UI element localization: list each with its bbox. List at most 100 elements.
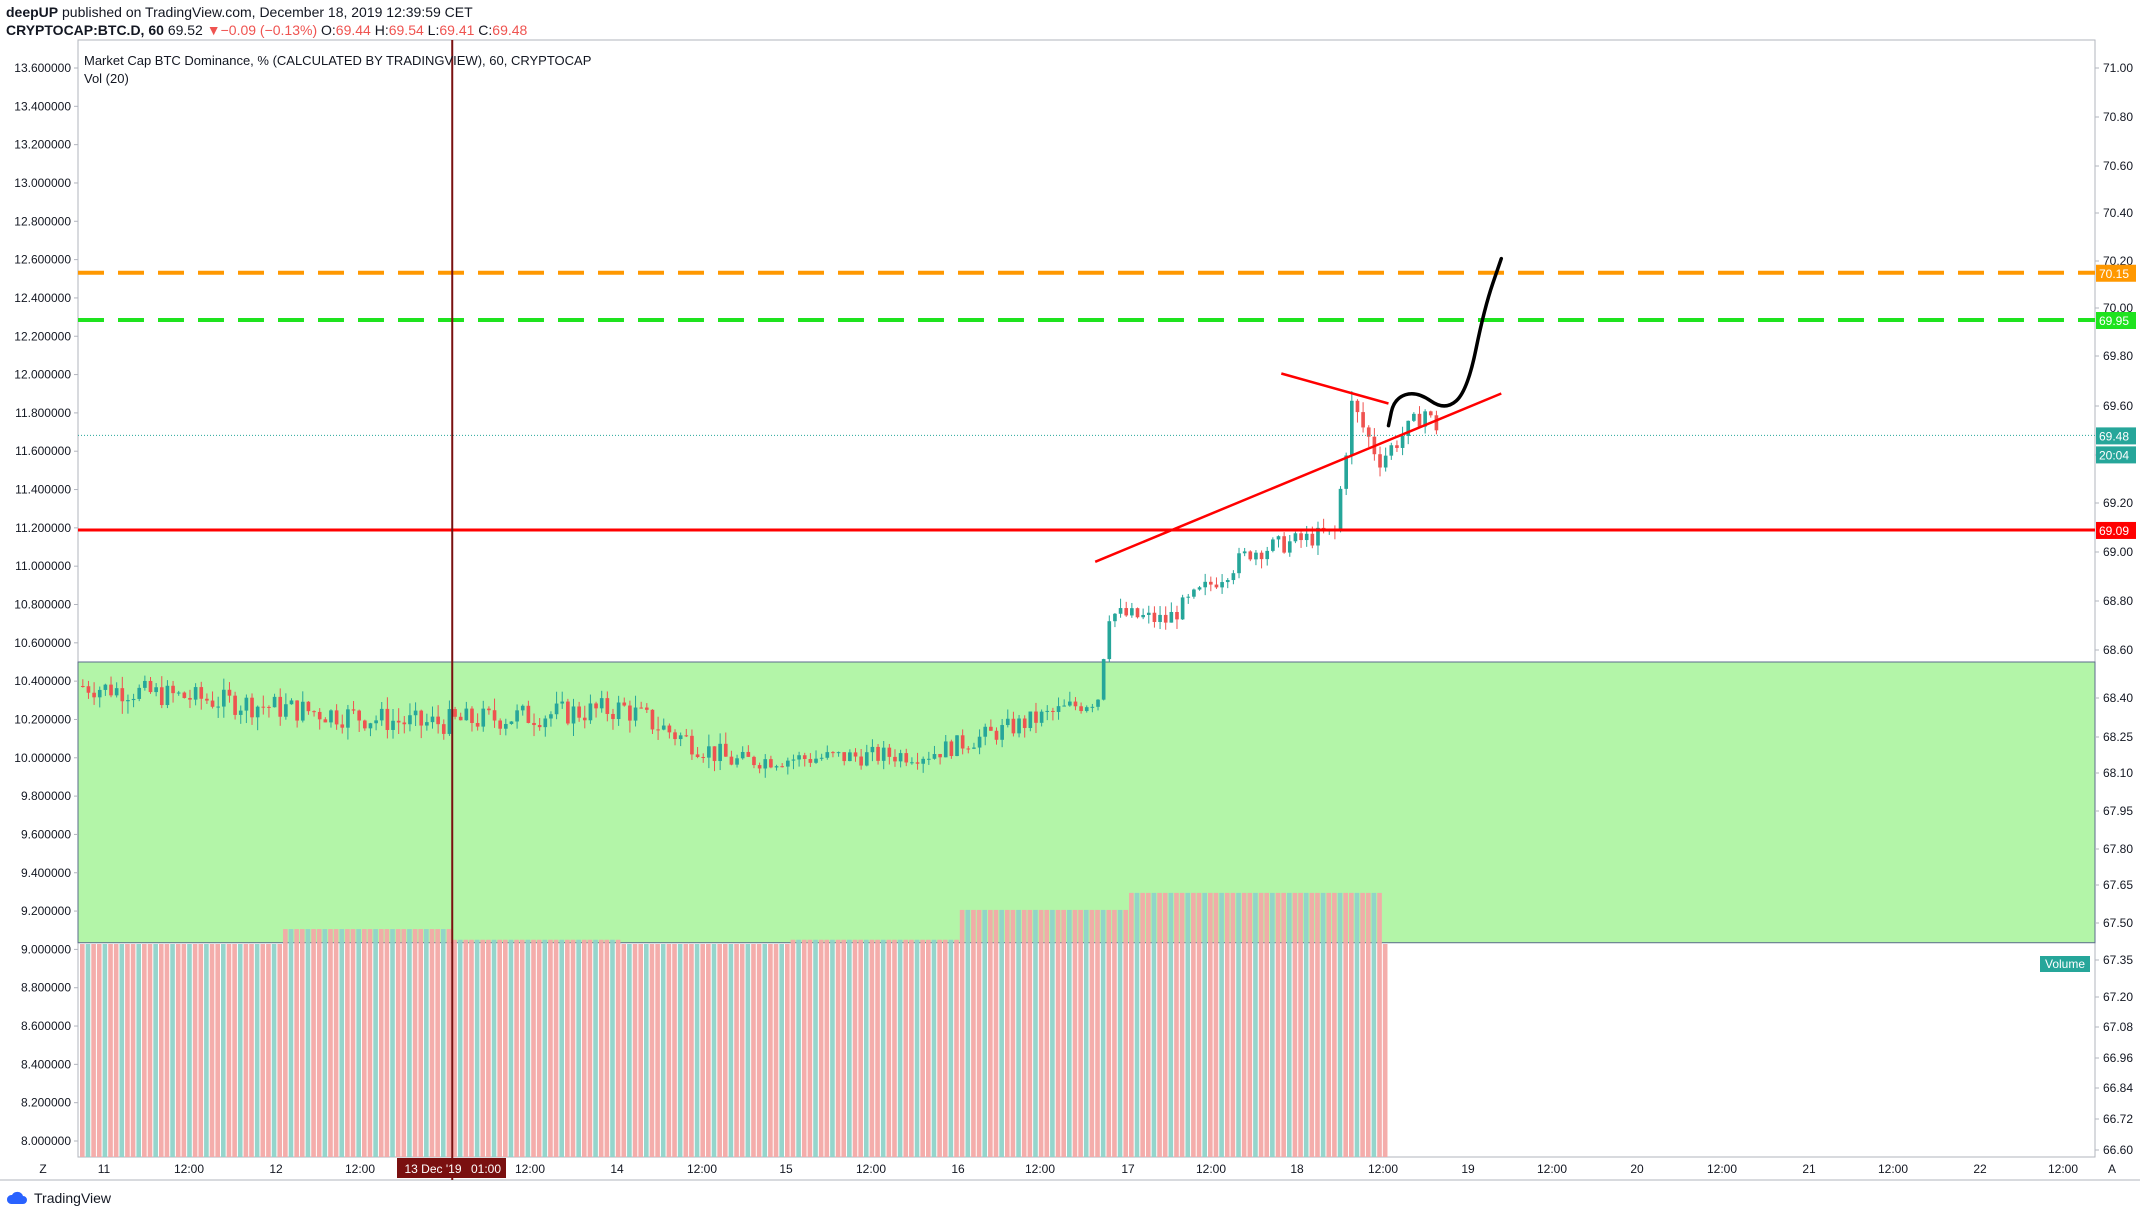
right-tick-label: 70.40 [2103,206,2133,220]
candle-body [1079,706,1083,712]
volume-bar [779,944,784,1157]
volume-bar [830,939,835,1157]
left-tick-label: 12.600000 [14,253,71,267]
candle-body [1310,533,1315,546]
legend-title[interactable]: Market Cap BTC Dominance, % (CALCULATED … [84,53,592,68]
volume-bar [113,944,119,1157]
candle-body [786,760,790,767]
time-tick-label: 18 [1290,1162,1304,1176]
candle-body [537,725,542,728]
open-value: 69.44 [335,22,371,38]
price-tag-label: 69.09 [2099,524,2129,538]
candle-body [312,711,316,713]
volume-bar [1145,892,1151,1157]
candle-body [690,735,694,755]
price-tag-green [2096,312,2136,329]
volume-bar [215,944,220,1157]
candle-body [1428,411,1433,416]
time-tick-label: 12:00 [1196,1162,1226,1176]
candle-body [853,752,858,757]
volume-bars [80,892,1388,1157]
right-tick-label: 70.80 [2103,110,2133,124]
candle-body [182,692,187,698]
candle-body [814,758,818,763]
candle-body [740,751,745,759]
right-tick-label: 66.72 [2103,1112,2133,1126]
high-value: 69.54 [388,22,424,38]
left-tick-label: 12.800000 [14,214,71,228]
candle-body [757,765,762,769]
volume-bar [813,939,818,1157]
volume-bar [1326,892,1332,1157]
candle-body [154,687,158,693]
volume-bar [395,929,401,1157]
volume-bar [378,929,384,1157]
volume-bar [452,939,457,1157]
candle-body [915,762,920,764]
left-tick-label: 10.600000 [14,636,71,650]
volume-bar [1286,892,1292,1157]
candle-body [983,726,988,737]
volume-bar [756,944,762,1157]
candle-body [1203,581,1207,588]
candle-body [791,759,796,761]
volume-bar [1208,892,1213,1157]
volume-bar [1292,892,1298,1157]
candle-body [1282,536,1286,553]
candle-body [1135,608,1140,618]
right-price-axis[interactable]: 71.00 70.80 70.60 70.40 70.20 70.00 69.80 69.60… [2095,61,2133,1157]
volume-bar [773,944,779,1157]
candle-body [120,688,125,702]
time-axis[interactable]: 11 12:00 12 12:00 13 Dec '19 01:00 12:00 14 12:0… [39,1158,2116,1178]
right-tick-label: 66.60 [2103,1143,2133,1157]
volume-bar [181,944,187,1157]
volume-bar [807,939,813,1157]
volume-bar [598,939,604,1157]
volume-bar [1337,892,1343,1157]
projection-curve [1386,256,1504,428]
legend-volume[interactable]: Vol (20) [84,71,129,86]
author-name[interactable]: deepUP [6,4,59,20]
volume-bar [497,939,502,1157]
volume-bar [689,944,694,1157]
volume-bar [1038,909,1044,1157]
volume-bar [345,929,350,1157]
candle-body [1220,582,1224,588]
tradingview-logo[interactable]: TradingView [6,1190,111,1206]
volume-bar [1162,892,1168,1157]
triangle-lower-line [1094,392,1502,563]
volume-bar [187,944,192,1157]
candle-body [114,688,119,696]
candle-body [137,687,142,699]
price-tag-timer [2096,446,2136,464]
time-tick-label: 12:00 [1025,1162,1055,1176]
volume-bar [1129,892,1134,1157]
volume-bar [322,929,328,1157]
left-tick-label: 8.400000 [21,1057,71,1071]
right-tick-label: 68.60 [2103,643,2133,657]
volume-bar [751,944,756,1157]
candle-body [498,720,502,729]
right-tick-label: 69.00 [2103,545,2133,559]
volume-bar [621,944,627,1157]
candle-body [475,722,480,727]
volume-bar [446,929,452,1157]
volume-bar [209,944,215,1157]
volume-bar [909,939,914,1157]
candle-body [1434,415,1439,431]
candle-body [1090,706,1095,708]
left-tick-label: 9.000000 [21,942,71,956]
left-price-axis[interactable]: 13.600000 13.400000 13.200000 13.000000 12.8… [14,61,78,1148]
candle-body [295,700,299,721]
candle-body [1175,611,1179,620]
volume-bar [429,929,435,1157]
candle-body [1355,400,1360,413]
candle-body [402,722,407,725]
candle-body [1304,533,1309,541]
volume-bar [373,929,378,1157]
candle-body [447,709,452,734]
volume-bar [604,939,610,1157]
volume-bar [858,939,863,1157]
candle-body [560,701,565,704]
